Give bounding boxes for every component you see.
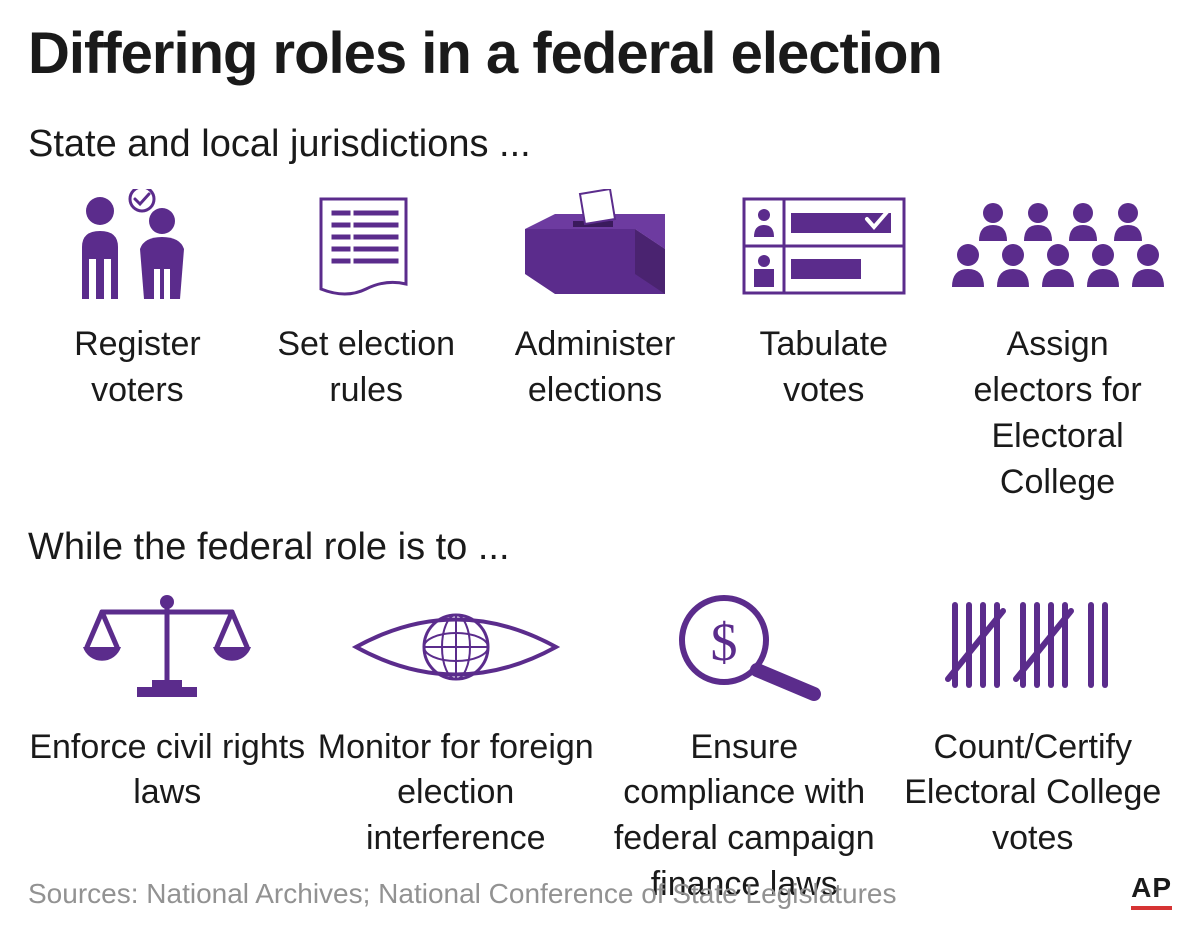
ballot-box-icon: [515, 184, 675, 304]
voters-icon: [62, 184, 212, 304]
item-electors: Assign electors for Electoral College: [943, 184, 1172, 506]
eye-globe-icon: [346, 587, 566, 707]
item-tabulate: Tabulate votes: [714, 184, 933, 506]
item-label: Set election rules: [257, 322, 476, 414]
scales-icon: [77, 587, 257, 707]
section2-row: Enforce civil rights laws Monitor for fo…: [28, 587, 1172, 909]
item-civil-rights: Enforce civil rights laws: [28, 587, 307, 909]
finance-icon: $: [649, 587, 839, 707]
item-label: Administer elections: [486, 322, 705, 414]
infographic-title: Differing roles in a federal election: [28, 20, 1172, 87]
section2-heading: While the federal role is to ...: [28, 526, 1172, 569]
item-label: Register voters: [28, 322, 247, 414]
item-label: Assign electors for Electoral College: [943, 322, 1172, 506]
tally-icon: [943, 587, 1123, 707]
svg-text:$: $: [711, 612, 738, 672]
rules-icon: [306, 184, 426, 304]
item-label: Enforce civil rights laws: [28, 725, 307, 817]
sources-text: Sources: National Archives; National Con…: [28, 878, 896, 910]
item-label: Monitor for foreign election interferenc…: [317, 725, 596, 863]
tabulate-icon: [739, 184, 909, 304]
item-register-voters: Register voters: [28, 184, 247, 506]
section1-row: Register voters Set election: [28, 184, 1172, 506]
section1-heading: State and local jurisdictions ...: [28, 123, 1172, 166]
item-administer: Administer elections: [486, 184, 705, 506]
ap-logo: AP: [1131, 872, 1172, 910]
item-label: Tabulate votes: [714, 322, 933, 414]
item-tally: Count/Certify Electoral College votes: [894, 587, 1173, 909]
item-monitor: Monitor for foreign election interferenc…: [317, 587, 596, 909]
electors-icon: [943, 184, 1173, 304]
item-finance: $ Ensure compliance with federal campaig…: [605, 587, 884, 909]
item-label: Count/Certify Electoral College votes: [894, 725, 1173, 863]
item-set-rules: Set election rules: [257, 184, 476, 506]
